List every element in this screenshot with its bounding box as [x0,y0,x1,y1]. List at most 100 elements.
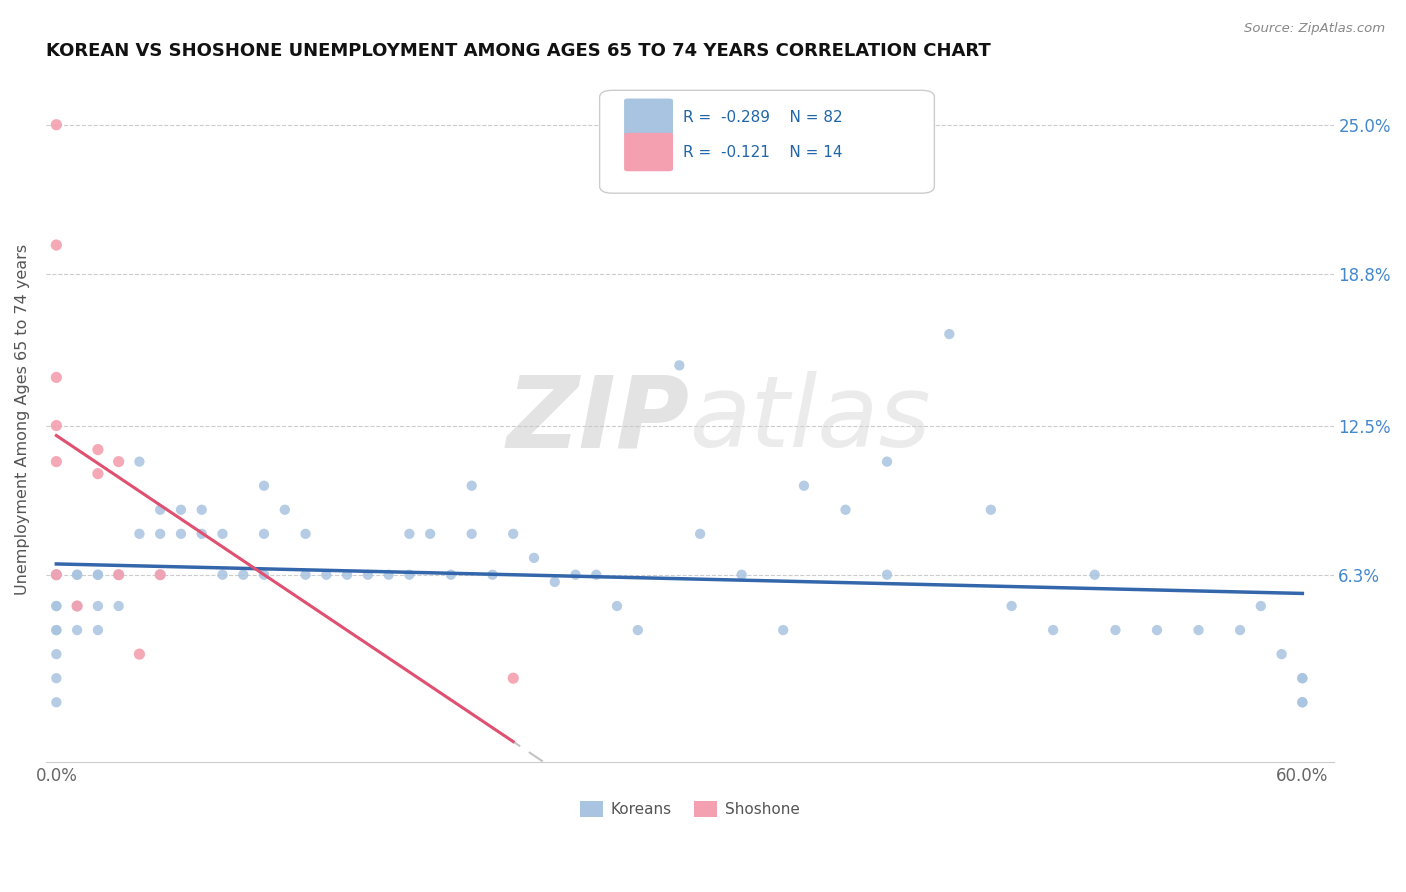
Point [66,567,89,582]
Point [315,567,337,582]
Point [440,567,463,582]
Point [1291,671,1313,685]
Point [45,623,67,637]
Point [544,574,567,589]
Point [45,567,67,582]
Point [87,623,110,637]
Point [45,623,67,637]
Point [45,567,67,582]
Point [128,455,150,469]
Point [170,526,193,541]
Point [232,567,254,582]
Point [1104,623,1126,637]
Point [128,647,150,661]
Point [398,567,420,582]
Point [606,599,628,613]
Point [834,502,856,516]
Point [45,118,67,132]
Point [45,567,67,582]
Text: ZIP: ZIP [506,371,690,468]
Point [793,478,815,492]
Point [45,671,67,685]
Point [107,599,129,613]
Point [45,647,67,661]
Point [1229,623,1251,637]
Point [87,467,110,481]
Point [87,442,110,457]
Point [45,599,67,613]
Point [45,238,67,252]
Point [730,567,752,582]
Point [294,567,316,582]
Point [627,623,650,637]
Point [45,567,67,582]
Point [460,526,482,541]
Point [107,567,129,582]
Point [190,502,212,516]
Point [45,370,67,384]
Point [149,567,172,582]
Point [211,567,233,582]
Point [460,478,482,492]
Point [274,502,297,516]
Point [87,567,110,582]
Point [66,599,89,613]
Point [45,695,67,709]
Point [668,359,690,373]
Point [419,526,441,541]
Point [1146,623,1168,637]
Point [502,526,524,541]
Point [398,526,420,541]
Y-axis label: Unemployment Among Ages 65 to 74 years: Unemployment Among Ages 65 to 74 years [15,244,30,595]
Point [66,599,89,613]
Point [211,526,233,541]
Point [772,623,794,637]
Point [523,550,546,565]
Point [294,526,316,541]
Point [107,567,129,582]
FancyBboxPatch shape [599,90,935,194]
Point [45,567,67,582]
Text: KOREAN VS SHOSHONE UNEMPLOYMENT AMONG AGES 65 TO 74 YEARS CORRELATION CHART: KOREAN VS SHOSHONE UNEMPLOYMENT AMONG AG… [46,42,991,60]
Point [1291,671,1313,685]
Point [585,567,607,582]
Point [980,502,1002,516]
Point [253,478,276,492]
Legend: Koreans, Shoshone: Koreans, Shoshone [574,795,806,823]
Point [1250,599,1272,613]
Point [45,418,67,433]
Point [128,526,150,541]
Point [1001,599,1024,613]
Point [1084,567,1107,582]
Point [170,502,193,516]
Point [336,567,359,582]
FancyBboxPatch shape [624,98,673,137]
Point [66,623,89,637]
Point [357,567,380,582]
Point [66,599,89,613]
Point [502,671,524,685]
Point [876,567,898,582]
Point [1187,623,1209,637]
Point [149,526,172,541]
Point [938,327,960,342]
Point [253,567,276,582]
Point [107,455,129,469]
Point [149,502,172,516]
Point [1291,695,1313,709]
Point [1042,623,1064,637]
Text: Source: ZipAtlas.com: Source: ZipAtlas.com [1244,22,1385,36]
Point [253,526,276,541]
FancyBboxPatch shape [624,133,673,171]
Point [87,567,110,582]
Point [107,567,129,582]
Point [564,567,586,582]
Point [45,599,67,613]
Text: R =  -0.121    N = 14: R = -0.121 N = 14 [683,145,842,160]
Point [1271,647,1294,661]
Text: atlas: atlas [690,371,931,468]
Point [876,455,898,469]
Point [190,526,212,541]
Point [481,567,503,582]
Point [45,455,67,469]
